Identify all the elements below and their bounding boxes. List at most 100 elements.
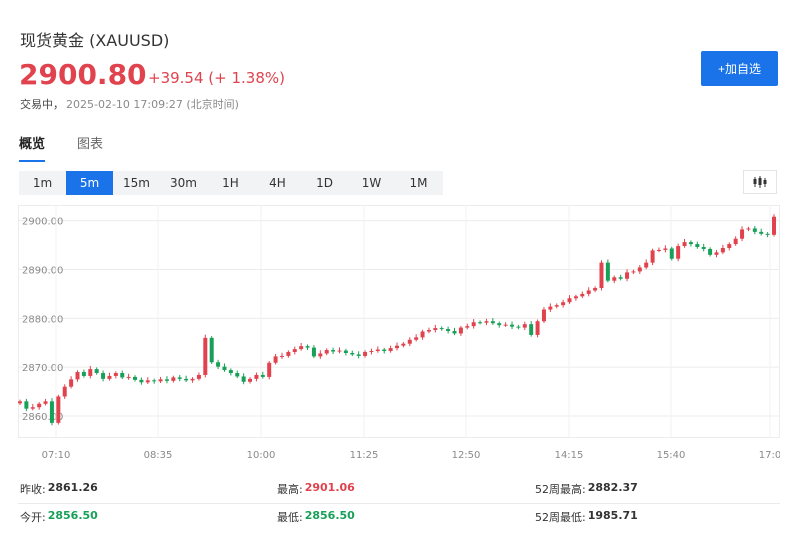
- candle-body: [43, 401, 48, 404]
- add-watchlist-button[interactable]: +加自选: [701, 51, 778, 86]
- candle-body: [363, 352, 368, 356]
- chart-type-button[interactable]: [743, 170, 777, 194]
- x-tick-label: 17:0: [759, 450, 780, 461]
- candle-body: [656, 249, 661, 251]
- candle-body: [299, 346, 304, 350]
- candle-body: [599, 262, 604, 289]
- candle-body: [516, 326, 521, 328]
- candle-body: [695, 244, 700, 248]
- interval-15m[interactable]: 15m: [123, 176, 150, 190]
- candle-body: [235, 373, 240, 377]
- candle-body: [120, 373, 125, 378]
- chart-frame: [18, 205, 780, 438]
- candle-body: [701, 247, 706, 249]
- candle-body: [37, 403, 42, 408]
- candle-body: [203, 337, 208, 375]
- candle-body: [216, 362, 221, 367]
- candle-body: [139, 379, 144, 383]
- candle-body: [644, 262, 649, 268]
- current-price: 2900.80: [19, 58, 147, 91]
- interval-30m[interactable]: 30m: [170, 176, 197, 190]
- tab-overview[interactable]: 概览: [19, 133, 46, 162]
- candle-body: [573, 296, 578, 299]
- candle-body: [765, 233, 770, 235]
- candle-body: [260, 374, 265, 377]
- interval-selector: 1m 5m 15m 30m 1H 4H 1D 1W 1M: [19, 171, 443, 195]
- candle-body: [471, 322, 476, 327]
- candle-body: [541, 309, 546, 322]
- candle-body: [593, 288, 598, 291]
- interval-1h[interactable]: 1H: [222, 176, 239, 190]
- interval-1mo[interactable]: 1M: [409, 176, 428, 190]
- candle-body: [669, 248, 674, 259]
- candle-body: [209, 337, 214, 363]
- candle-body: [458, 327, 463, 334]
- candle-body: [88, 369, 93, 376]
- candle-body: [727, 244, 732, 248]
- candle-body: [522, 324, 527, 328]
- candle-body: [113, 373, 118, 376]
- candle-body: [708, 248, 713, 255]
- stats-panel: 昨收: 2861.26 最高: 2901.06 52周最高: 2882.37 今开: 2…: [18, 476, 780, 532]
- interval-1d[interactable]: 1D: [316, 176, 333, 190]
- candle-body: [446, 329, 451, 332]
- candle-body: [145, 380, 150, 383]
- candle-body: [401, 343, 406, 346]
- y-tick-label: 2890.00: [22, 265, 63, 276]
- candle-body: [740, 229, 745, 239]
- price-change: +39.54 (+ 1.38%): [148, 69, 285, 87]
- candle-body: [465, 326, 470, 328]
- interval-4h[interactable]: 4H: [269, 176, 286, 190]
- candle-body: [650, 250, 655, 263]
- tab-chart[interactable]: 图表: [77, 137, 104, 152]
- candle-body: [746, 228, 751, 230]
- quote-timestamp: 2025-02-10 17:09:27 (北京时间): [66, 98, 239, 111]
- candle-body: [331, 350, 336, 352]
- candle-body: [561, 302, 566, 306]
- candle-body: [241, 376, 246, 382]
- candle-body: [254, 374, 259, 379]
- candlestick-chart[interactable]: 2900.00 2890.00 2880.00 2870.00 2860.00 07:10…: [18, 205, 780, 463]
- candle-body: [452, 331, 457, 334]
- candle-body: [478, 322, 483, 324]
- candle-body: [56, 396, 61, 423]
- price-chart[interactable]: 2900.00 2890.00 2880.00 2870.00 2860.00 07:10…: [18, 205, 780, 463]
- candle-body: [605, 262, 610, 281]
- candle-body: [503, 324, 508, 326]
- candle-body: [420, 331, 425, 338]
- x-tick-label: 08:35: [144, 450, 173, 461]
- candle-body: [567, 298, 572, 303]
- candle-body: [772, 216, 776, 235]
- candle-body: [433, 328, 438, 331]
- x-tick-label: 12:50: [452, 450, 481, 461]
- candle-body: [184, 378, 189, 381]
- candle-body: [752, 228, 757, 232]
- interval-1m[interactable]: 1m: [32, 176, 53, 190]
- interval-5m[interactable]: 5m: [66, 171, 113, 195]
- interval-1w[interactable]: 1W: [361, 176, 382, 190]
- candle-body: [318, 353, 323, 357]
- candle-body: [107, 375, 112, 379]
- candle-body: [324, 350, 329, 354]
- candle-body: [196, 374, 201, 379]
- candle-body: [305, 346, 310, 348]
- candle-body: [395, 345, 399, 349]
- stat-open: 今开: 2856.50: [20, 509, 98, 524]
- candle-body: [688, 242, 693, 245]
- candlestick-icon: [753, 176, 767, 188]
- candle-body: [267, 362, 272, 377]
- candle-body: [637, 267, 642, 272]
- y-tick-label: 2880.00: [22, 314, 63, 325]
- instrument-title: 现货黄金 (XAUUSD): [20, 31, 170, 50]
- candle-body: [343, 350, 348, 353]
- candle-body: [158, 379, 163, 382]
- candle-body: [682, 242, 687, 247]
- stat-prev-close: 昨收: 2861.26: [20, 481, 98, 496]
- candle-body: [350, 352, 355, 355]
- candle-body: [676, 246, 681, 259]
- candle-body: [248, 378, 253, 382]
- candle-body: [382, 349, 387, 352]
- stats-row-2: 今开: 2856.50 最低: 2856.50 52周最低: 1985.71: [18, 504, 780, 532]
- candle-body: [369, 351, 374, 353]
- candle-body: [535, 321, 540, 335]
